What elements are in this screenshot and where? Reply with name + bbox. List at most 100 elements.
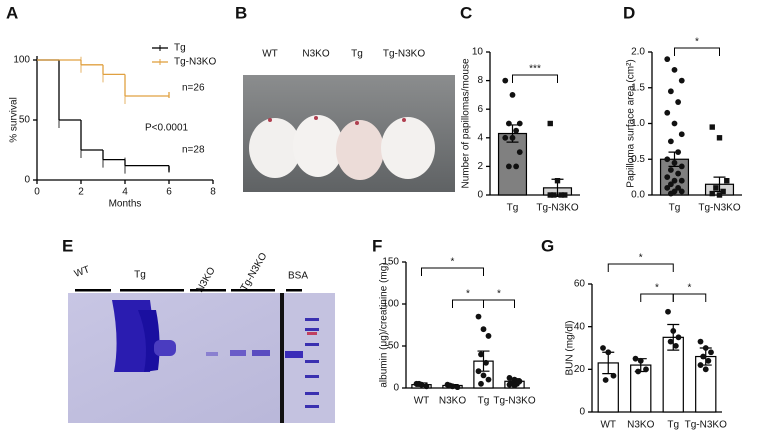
data-point bbox=[505, 163, 512, 170]
y-tick-label: 0 bbox=[477, 190, 483, 201]
image-label: WT bbox=[262, 49, 278, 60]
data-point bbox=[675, 334, 682, 341]
data-point bbox=[475, 313, 482, 320]
x-tick-label: 8 bbox=[210, 187, 216, 198]
data-point bbox=[664, 56, 671, 63]
image-label: Tg bbox=[134, 270, 146, 281]
data-point bbox=[675, 184, 682, 191]
data-point bbox=[709, 124, 715, 130]
data-point bbox=[478, 380, 484, 387]
annotation: n=28 bbox=[182, 145, 205, 156]
image-label: N3KO bbox=[302, 49, 329, 60]
data-point bbox=[697, 362, 704, 368]
data-point bbox=[511, 382, 518, 389]
x-tick-label: WT bbox=[414, 396, 430, 407]
panel-label: F bbox=[372, 236, 382, 255]
panel-label: G bbox=[541, 236, 554, 255]
data-point bbox=[605, 349, 612, 356]
data-point bbox=[702, 345, 709, 351]
y-tick-label: 100 bbox=[13, 55, 30, 66]
data-point bbox=[705, 357, 712, 364]
x-tick-label: Tg-N3KO bbox=[698, 203, 740, 214]
x-tick-label: 4 bbox=[122, 187, 128, 198]
x-tick-label: N3KO bbox=[439, 396, 466, 407]
significance-label: * bbox=[451, 257, 455, 268]
x-tick-label: Tg bbox=[507, 203, 519, 214]
data-point bbox=[671, 177, 678, 184]
y-tick-label: 8 bbox=[477, 75, 483, 86]
data-point bbox=[558, 192, 564, 198]
data-point bbox=[547, 120, 553, 127]
data-point bbox=[672, 342, 679, 349]
panel-label: A bbox=[6, 3, 18, 22]
data-point bbox=[664, 174, 671, 181]
data-point bbox=[713, 185, 719, 191]
significance-label: * bbox=[655, 283, 659, 294]
data-point bbox=[502, 77, 509, 84]
significance-bracket bbox=[512, 74, 558, 83]
data-point bbox=[667, 190, 674, 197]
x-axis-label: Months bbox=[109, 199, 142, 210]
y-axis-label: % survival bbox=[9, 97, 20, 143]
data-point bbox=[678, 77, 685, 84]
y-tick-label: 1.5 bbox=[631, 82, 645, 93]
panel-label: D bbox=[623, 3, 635, 22]
x-tick-label: WT bbox=[600, 420, 616, 431]
data-point bbox=[547, 192, 553, 198]
data-point bbox=[602, 377, 609, 383]
y-tick-label: 0 bbox=[24, 175, 30, 186]
data-point bbox=[643, 366, 649, 373]
data-point bbox=[675, 149, 682, 156]
data-point bbox=[551, 192, 557, 198]
data-point bbox=[506, 381, 513, 388]
y-tick-label: 50 bbox=[19, 115, 31, 126]
significance-label: * bbox=[688, 283, 692, 294]
data-point bbox=[600, 345, 606, 351]
data-point bbox=[562, 192, 568, 198]
data-point bbox=[697, 338, 704, 345]
y-tick-label: 0.5 bbox=[631, 154, 645, 165]
significance-bracket bbox=[421, 267, 484, 276]
data-point bbox=[700, 353, 707, 360]
x-tick-label: Tg bbox=[478, 396, 490, 407]
data-point bbox=[485, 333, 492, 339]
y-tick-label: 2.0 bbox=[631, 47, 645, 58]
panel-label: C bbox=[460, 3, 472, 22]
y-tick-label: 40 bbox=[574, 321, 586, 332]
data-point bbox=[485, 376, 492, 383]
annotation: P<0.0001 bbox=[145, 123, 189, 134]
y-tick-label: 150 bbox=[382, 257, 399, 268]
y-axis-label: Number of papillomas/mouse bbox=[461, 58, 472, 188]
y-tick-label: 1.0 bbox=[631, 118, 645, 129]
significance-bracket bbox=[640, 293, 674, 302]
data-point bbox=[513, 127, 520, 134]
data-point bbox=[664, 109, 671, 116]
data-point bbox=[478, 351, 484, 358]
data-point bbox=[709, 190, 715, 197]
x-tick-label: 2 bbox=[78, 187, 84, 198]
y-axis-label: BUN (mg/dl) bbox=[565, 320, 576, 375]
data-point bbox=[447, 382, 453, 389]
data-point bbox=[720, 188, 726, 195]
y-axis-label: Papilloma surface area (cm²) bbox=[626, 59, 637, 187]
bar bbox=[497, 132, 528, 196]
gel-image bbox=[68, 289, 335, 423]
annotation: n=26 bbox=[182, 83, 205, 94]
data-point bbox=[480, 372, 487, 379]
data-point bbox=[667, 181, 674, 188]
image-label: Tg-N3KO bbox=[383, 49, 425, 60]
y-tick-label: 100 bbox=[382, 299, 399, 310]
data-point bbox=[667, 88, 674, 95]
significance-bracket bbox=[483, 299, 515, 308]
data-point bbox=[724, 178, 730, 184]
data-point bbox=[454, 384, 461, 391]
data-point bbox=[516, 149, 523, 156]
data-point bbox=[708, 349, 714, 356]
y-axis-label: albumin (μg)/creatinine (mg) bbox=[379, 262, 390, 387]
data-point bbox=[716, 135, 723, 141]
image-label: Tg bbox=[351, 49, 363, 60]
data-point bbox=[516, 120, 523, 127]
y-tick-label: 4 bbox=[477, 132, 483, 143]
y-tick-label: 0 bbox=[393, 383, 399, 394]
